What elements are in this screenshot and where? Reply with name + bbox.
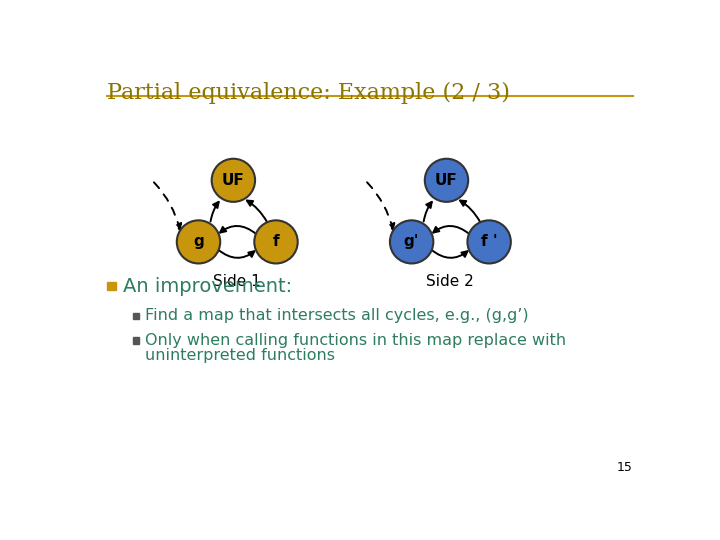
Circle shape <box>254 220 297 264</box>
FancyArrowPatch shape <box>154 183 181 230</box>
Bar <box>132 313 139 319</box>
Text: f ': f ' <box>481 234 498 249</box>
FancyArrowPatch shape <box>247 200 267 222</box>
Text: Side 2: Side 2 <box>426 274 474 289</box>
Text: Find a map that intersects all cycles, e.g., (g,g’): Find a map that intersects all cycles, e… <box>145 308 528 323</box>
FancyArrowPatch shape <box>423 202 432 221</box>
Circle shape <box>177 220 220 264</box>
Text: An improvement:: An improvement: <box>122 276 292 296</box>
FancyArrowPatch shape <box>433 226 469 234</box>
Text: f: f <box>273 234 279 249</box>
FancyArrowPatch shape <box>218 250 254 258</box>
Text: UF: UF <box>435 173 458 188</box>
Circle shape <box>425 159 468 202</box>
Bar <box>107 282 116 291</box>
Bar <box>132 338 139 343</box>
Text: 15: 15 <box>616 462 632 475</box>
Text: Side 1: Side 1 <box>213 274 261 289</box>
FancyArrowPatch shape <box>220 226 256 234</box>
Text: UF: UF <box>222 173 245 188</box>
FancyArrowPatch shape <box>460 200 480 222</box>
Text: Only when calling functions in this map replace with: Only when calling functions in this map … <box>145 333 566 348</box>
FancyArrowPatch shape <box>431 250 467 258</box>
Circle shape <box>467 220 510 264</box>
Circle shape <box>390 220 433 264</box>
FancyArrowPatch shape <box>367 183 395 230</box>
Text: Partial equivalence: Example (2 / 3): Partial equivalence: Example (2 / 3) <box>107 82 510 104</box>
Text: uninterpreted functions: uninterpreted functions <box>145 348 335 363</box>
FancyArrowPatch shape <box>210 202 219 221</box>
Circle shape <box>212 159 255 202</box>
Text: g: g <box>193 234 204 249</box>
Text: g': g' <box>404 234 419 249</box>
